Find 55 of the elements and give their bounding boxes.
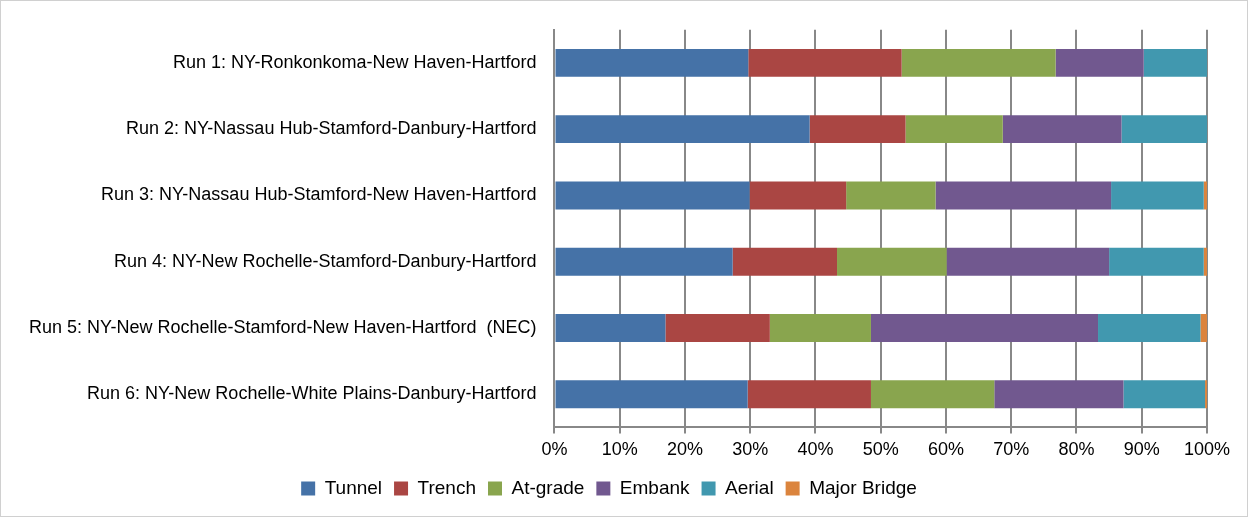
bar: [870, 314, 1099, 342]
y-tick-label: Run 4: NY-New Rochelle-Stamford-Danbury-Hartford: [114, 250, 537, 271]
bar: [749, 181, 847, 210]
y-tick-label: Run 1: NY-Ronkonkoma-New Haven-Hartford: [173, 51, 537, 72]
bar: [732, 247, 838, 276]
x-tick-label: 60%: [927, 439, 965, 460]
legend-label: Trench: [417, 476, 476, 498]
bar: [1109, 247, 1204, 276]
x-tick-label: 20%: [666, 439, 704, 460]
legend-label: At-grade: [511, 476, 585, 498]
bar: [769, 314, 871, 342]
y-tick-label: Run 6: NY-New Rochelle-White Plains-Danbury-Hartford: [86, 383, 537, 404]
legend-label: Embank: [619, 476, 691, 498]
y-tick-label: Run 5: NY-New Rochelle-Stamford-New Haven-Hartford (NEC): [29, 316, 537, 337]
bar: [901, 49, 1056, 77]
legend-label: Tunnel: [324, 476, 383, 498]
bar: [747, 380, 871, 409]
x-tick-label: 30%: [732, 439, 769, 460]
bar: [1143, 49, 1207, 77]
bar: [946, 247, 1110, 276]
bar: [1123, 380, 1206, 409]
bar: [1200, 314, 1207, 342]
bar: [994, 380, 1124, 409]
bar: [1098, 314, 1201, 342]
x-tick-label: 80%: [1058, 439, 1095, 460]
x-tick-label: 70%: [993, 439, 1030, 460]
legend-label: Major Bridge: [809, 476, 917, 498]
bar: [837, 247, 947, 276]
bar: [870, 380, 995, 409]
x-tick-label: 90%: [1123, 439, 1160, 460]
legend-label: Aerial: [725, 476, 774, 498]
bar: [846, 181, 936, 210]
bar: [665, 314, 770, 342]
x-tick-label: 10%: [601, 439, 638, 460]
bar: [1002, 115, 1122, 144]
bar: [935, 181, 1112, 210]
bar: [555, 115, 810, 144]
bar: [555, 247, 733, 276]
bar: [555, 181, 750, 210]
bar: [555, 314, 666, 342]
y-tick-label: Run 2: NY-Nassau Hub-Stamford-Danbury-Hartford: [125, 118, 537, 139]
bar: [748, 49, 902, 77]
bar: [809, 115, 906, 144]
bar: [555, 49, 749, 77]
y-tick-label: Run 3: NY-Nassau Hub-Stamford-New Haven-Hartford: [100, 184, 537, 205]
x-tick-label: 100%: [1183, 439, 1231, 460]
x-tick-label: 40%: [797, 439, 834, 460]
bar: [1203, 247, 1207, 276]
bar: [555, 380, 748, 409]
x-tick-label: 50%: [862, 439, 899, 460]
bar: [1055, 49, 1144, 77]
bar: [905, 115, 1003, 144]
x-tick-label: 0%: [541, 439, 568, 460]
bar: [1111, 181, 1204, 210]
bar: [1121, 115, 1207, 144]
